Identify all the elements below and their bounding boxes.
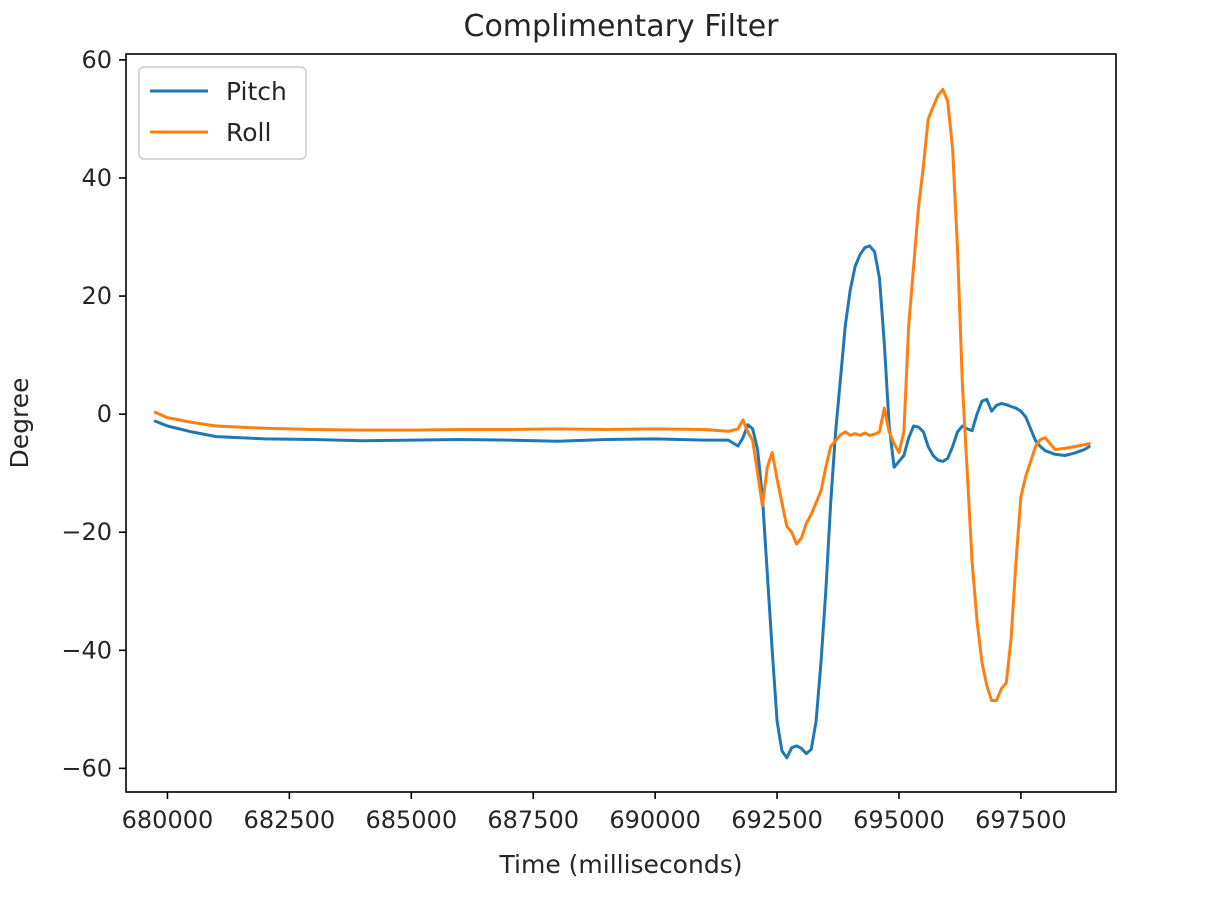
x-axis: 680000 682500 685000 687500 690000 692500 6950… xyxy=(122,792,1067,834)
chart-title: Complimentary Filter xyxy=(464,9,780,44)
series-line-pitch xyxy=(153,244,1091,760)
y-tick-label: −20 xyxy=(61,518,112,546)
x-tick-label: 680000 xyxy=(122,806,214,834)
y-tick-label: 20 xyxy=(81,282,112,310)
y-tick-label: 40 xyxy=(81,164,112,192)
x-tick-label: 692500 xyxy=(731,806,823,834)
x-tick-label: 687500 xyxy=(487,806,579,834)
y-tick-label: −40 xyxy=(61,636,112,664)
y-tick-label: −60 xyxy=(61,754,112,782)
y-axis-title: Degree xyxy=(5,378,34,469)
series-layer xyxy=(153,87,1091,760)
x-tick-label: 695000 xyxy=(853,806,945,834)
series-line-roll xyxy=(153,87,1091,702)
y-axis: −60 −40 −20 0 20 40 60 xyxy=(61,46,126,782)
legend: Pitch Roll xyxy=(138,66,307,160)
legend-label-roll: Roll xyxy=(226,118,271,147)
x-tick-label: 685000 xyxy=(365,806,457,834)
x-tick-label: 690000 xyxy=(609,806,701,834)
plot-frame xyxy=(125,53,1117,793)
legend-label-pitch: Pitch xyxy=(226,77,287,106)
x-tick-label: 682500 xyxy=(244,806,336,834)
y-tick-label: 60 xyxy=(81,46,112,74)
y-tick-label: 0 xyxy=(97,400,112,428)
x-tick-label: 697500 xyxy=(975,806,1067,834)
x-axis-title: Time (milliseconds) xyxy=(499,850,743,879)
